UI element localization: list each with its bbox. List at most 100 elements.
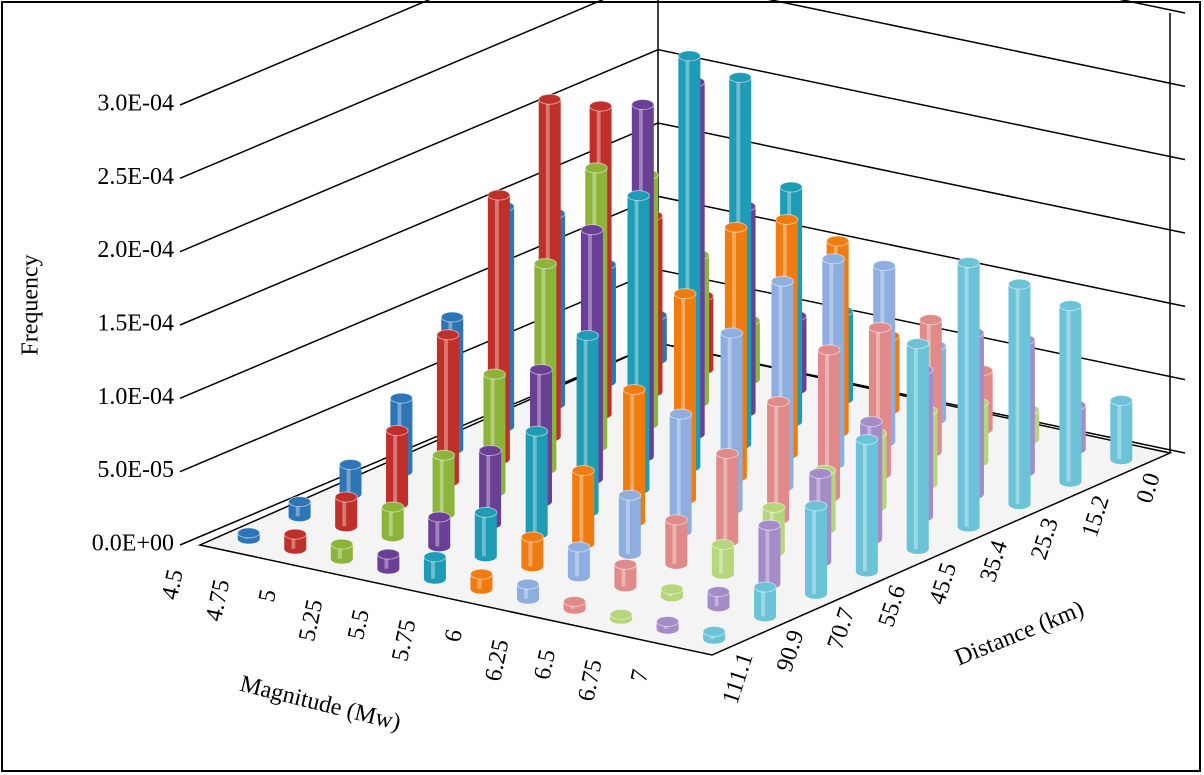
x-tick-label: 4.5 <box>157 567 189 602</box>
x-tick-label: 6 <box>440 627 468 644</box>
y-tick-label: 1.5E-04 <box>97 311 174 337</box>
bar-shine <box>444 334 448 482</box>
y-axis-title: Frequency <box>18 254 44 355</box>
bar-top <box>673 288 697 300</box>
bar <box>432 449 456 519</box>
bar <box>702 625 726 644</box>
bar-body <box>335 497 358 527</box>
bar-top <box>609 608 633 620</box>
bar-shine <box>765 525 770 584</box>
bar-top <box>427 511 451 523</box>
bar <box>707 586 731 612</box>
bar-shine <box>346 464 351 494</box>
bar-body <box>804 505 827 594</box>
x-tick-label: 5 <box>254 587 282 604</box>
bar-top <box>762 501 786 513</box>
bar-top <box>859 416 883 428</box>
bar-top <box>613 558 637 570</box>
bar-top <box>817 344 841 356</box>
bar-top <box>728 71 752 83</box>
bar-top <box>702 625 726 637</box>
bar-top <box>381 501 405 513</box>
bar-shine <box>388 507 393 537</box>
bar <box>520 531 544 572</box>
bar <box>613 558 637 592</box>
bar-shine <box>524 584 528 599</box>
grid-line <box>179 0 1186 180</box>
bar <box>427 511 451 552</box>
bar-shine <box>727 333 732 509</box>
bar-top <box>584 162 608 174</box>
bar <box>237 527 261 544</box>
bar-top <box>283 528 307 540</box>
bar-top <box>707 586 731 598</box>
bar-top <box>567 541 591 553</box>
bar <box>618 489 642 559</box>
bar <box>715 447 739 547</box>
bar-top <box>432 449 456 461</box>
bar <box>753 581 777 622</box>
bar-top <box>757 519 781 531</box>
x-tick-label: 6.5 <box>529 647 561 682</box>
bar-top <box>423 551 447 563</box>
bar-shine <box>337 544 342 559</box>
bar-top <box>660 583 684 595</box>
bar-top <box>1008 278 1032 290</box>
bar-shine <box>494 195 499 459</box>
y-tick-label: 5.0E-05 <box>97 457 174 483</box>
bar-shine <box>575 547 579 577</box>
bar-top <box>589 100 613 112</box>
bar-shine <box>714 591 719 607</box>
bar <box>656 615 680 634</box>
bar-body <box>758 525 781 584</box>
bar-body <box>423 556 446 579</box>
bar-top <box>474 506 498 518</box>
bar <box>1109 395 1133 465</box>
bar-top <box>872 260 896 272</box>
bar-top <box>656 615 680 627</box>
bar-top <box>1109 395 1133 407</box>
bar-body <box>669 414 692 532</box>
bar-top <box>855 433 879 445</box>
y-tick-label: 1.0E-04 <box>97 384 174 410</box>
bar-top <box>753 581 777 593</box>
bar-body <box>428 517 451 547</box>
bar-top <box>868 321 892 333</box>
bar <box>906 338 930 554</box>
bar-shine <box>825 349 829 497</box>
bar-top <box>804 500 828 512</box>
bar <box>478 445 502 529</box>
bar <box>330 538 354 564</box>
bar <box>1008 278 1032 510</box>
bar-shine <box>876 327 880 475</box>
bar-shine <box>685 55 690 467</box>
bar-top <box>808 467 832 479</box>
bar-top <box>334 491 358 503</box>
bar-top <box>338 459 362 471</box>
bar-shine <box>477 574 482 589</box>
bar-shine <box>719 544 723 574</box>
bar <box>283 528 307 554</box>
bar-shine <box>812 505 816 594</box>
bar <box>757 519 781 589</box>
bar <box>338 459 362 499</box>
bar-shine <box>634 195 639 489</box>
bar-body <box>1110 400 1133 460</box>
bar-top <box>571 465 595 477</box>
bar-top <box>478 445 502 457</box>
y-tick-label: 2.0E-04 <box>97 237 174 263</box>
bar-body <box>479 450 502 524</box>
bar-shine <box>532 431 537 534</box>
bar-top <box>563 595 587 607</box>
bar-top <box>389 392 413 404</box>
bar-top <box>538 93 562 105</box>
y-tick-label: 0.0E+00 <box>92 531 174 557</box>
bar-shine <box>583 335 588 512</box>
y-tick-label: 2.5E-04 <box>97 164 174 190</box>
bar-top <box>770 275 794 287</box>
bar-shine <box>1015 284 1020 505</box>
bar-body <box>1008 284 1031 505</box>
bar-shine <box>723 453 728 542</box>
bar-top <box>533 258 557 270</box>
bar <box>334 491 358 532</box>
